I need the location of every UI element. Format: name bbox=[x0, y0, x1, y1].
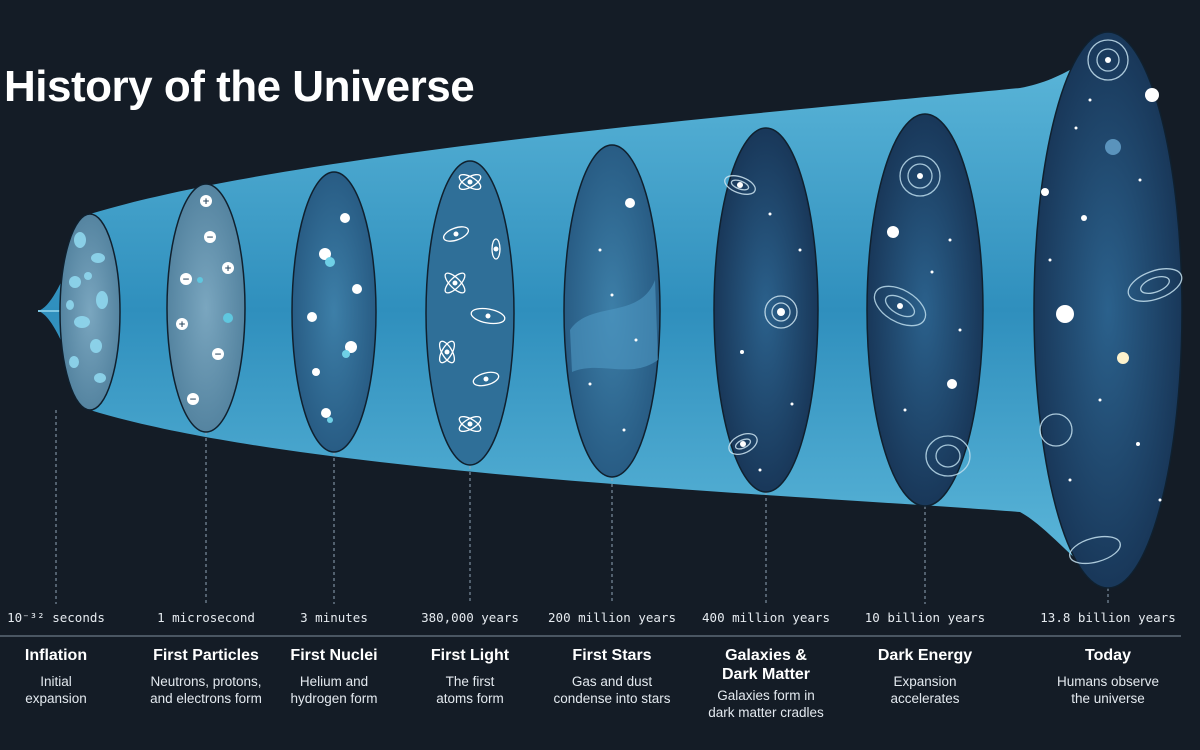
time-label: 380,000 years bbox=[421, 610, 519, 625]
connector-lines bbox=[55, 410, 1109, 604]
svg-text:+: + bbox=[202, 197, 210, 207]
era-description: Galaxies form in dark matter cradles bbox=[708, 688, 824, 720]
era-description: Gas and dust condense into stars bbox=[553, 674, 671, 706]
slice-first-stars bbox=[563, 144, 661, 478]
slice-inflation bbox=[59, 213, 121, 411]
page-title: History of the Universe bbox=[4, 62, 475, 111]
svg-text:+: + bbox=[178, 320, 186, 330]
era-name: Today bbox=[1085, 647, 1131, 664]
slice-first-particles: + − + − + − − bbox=[166, 183, 246, 433]
slice-today bbox=[1033, 31, 1183, 589]
era-description: Neutrons, protons, and electrons form bbox=[150, 674, 262, 706]
era-first-light: First Light The first atoms form bbox=[385, 646, 555, 707]
era-name: First Stars bbox=[572, 647, 652, 664]
time-label: 3 minutes bbox=[300, 610, 368, 625]
era-description: The first atoms form bbox=[436, 674, 504, 706]
time-label: 10 billion years bbox=[865, 610, 985, 625]
slice-first-nuclei bbox=[291, 171, 377, 453]
svg-text:−: − bbox=[189, 395, 197, 405]
time-label: 10⁻³² seconds bbox=[7, 610, 105, 625]
slice-galaxies-dark-matter bbox=[713, 127, 819, 493]
era-description: Humans observe the universe bbox=[1056, 674, 1160, 706]
era-first-stars: First Stars Gas and dust condense into st… bbox=[527, 646, 697, 707]
slice-dark-energy bbox=[866, 113, 984, 507]
era-galaxies-dark-matter: Galaxies & Dark Matter Galaxies form in da… bbox=[681, 646, 851, 721]
era-first-nuclei: First Nuclei Helium and hydrogen form bbox=[249, 646, 419, 707]
svg-text:−: − bbox=[214, 350, 222, 360]
era-inflation: Inflation Initial expansion bbox=[0, 646, 141, 707]
time-label: 200 million years bbox=[548, 610, 676, 625]
era-name: Galaxies & Dark Matter bbox=[721, 647, 811, 683]
svg-text:−: − bbox=[206, 233, 214, 243]
era-name: Dark Energy bbox=[877, 647, 973, 664]
era-name: First Light bbox=[430, 647, 510, 664]
svg-text:−: − bbox=[182, 275, 190, 285]
time-label: 400 million years bbox=[702, 610, 830, 625]
era-description: Helium and hydrogen form bbox=[290, 674, 378, 706]
svg-text:+: + bbox=[224, 264, 232, 274]
era-name: First Nuclei bbox=[290, 647, 378, 664]
era-description: Expansion accelerates bbox=[890, 674, 960, 706]
era-today: Today Humans observe the universe bbox=[1023, 646, 1193, 707]
era-name: Inflation bbox=[24, 647, 88, 664]
time-labels: 10⁻³² seconds 1 microsecond 3 minutes 380,0… bbox=[7, 610, 1176, 625]
era-first-particles: First Particles Neutrons, protons, and el… bbox=[121, 646, 291, 707]
time-label: 13.8 billion years bbox=[1040, 610, 1175, 625]
time-label: 1 microsecond bbox=[157, 610, 255, 625]
era-description: Initial expansion bbox=[25, 674, 87, 706]
era-name: First Particles bbox=[153, 647, 259, 664]
slice-first-light bbox=[425, 160, 515, 466]
era-dark-energy: Dark Energy Expansion accelerates bbox=[840, 646, 1010, 707]
